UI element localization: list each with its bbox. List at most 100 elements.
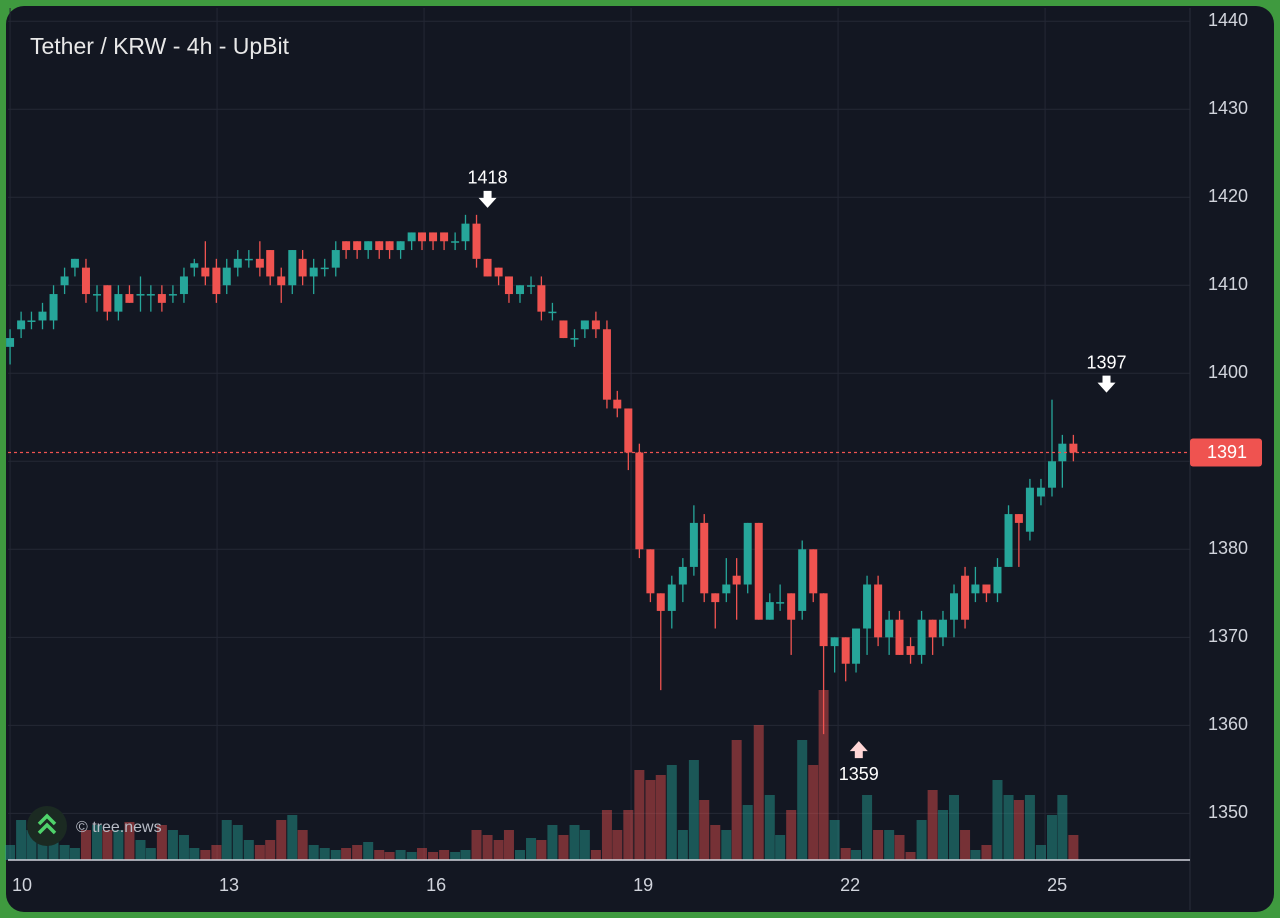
volume-bar — [26, 830, 37, 860]
candle-body — [819, 593, 828, 647]
volume-bar — [569, 825, 580, 860]
volume-bar — [1046, 815, 1057, 860]
candle-body — [396, 241, 405, 251]
volume-bar — [92, 825, 103, 860]
y-tick-label: 1370 — [1208, 626, 1248, 646]
chart-title: Tether / KRW - 4h - UpBit — [30, 33, 290, 59]
volume-bar — [829, 820, 840, 860]
candle-body — [255, 258, 264, 268]
volume-bar — [981, 845, 992, 860]
volume-bar — [254, 845, 265, 860]
volume-bar — [916, 820, 927, 860]
candle-body — [483, 258, 492, 277]
candle-body — [38, 311, 47, 321]
candle-body — [429, 232, 438, 242]
candle-body — [233, 258, 242, 268]
volume-bar — [764, 795, 775, 860]
volume-bar — [1068, 835, 1079, 860]
candle-body — [1058, 443, 1067, 462]
candle-body — [993, 566, 1002, 594]
candle-body — [689, 522, 698, 567]
candle-body — [809, 549, 818, 594]
candle-body — [798, 549, 807, 611]
y-tick-label: 1380 — [1208, 538, 1248, 558]
volume-bar — [970, 850, 981, 860]
candle-body — [27, 320, 36, 322]
x-tick-label: 10 — [12, 875, 32, 895]
candle-body — [928, 619, 937, 638]
volume-bar — [949, 795, 960, 860]
candle-body — [787, 593, 796, 620]
y-tick-label: 1420 — [1208, 186, 1248, 206]
candle-body — [700, 522, 709, 594]
volume-bar — [59, 845, 70, 860]
candle-body — [157, 294, 166, 303]
candle-body — [667, 584, 676, 611]
candle-body — [613, 399, 622, 409]
volume-bar — [460, 850, 471, 860]
y-tick-label: 1400 — [1208, 362, 1248, 382]
volume-bar — [645, 780, 656, 860]
candle-body — [917, 619, 926, 655]
x-tick-label: 19 — [633, 875, 653, 895]
last-price-label: 1391 — [1207, 442, 1247, 462]
volume-bar — [526, 838, 537, 860]
x-tick-label: 16 — [426, 875, 446, 895]
volume-bar — [927, 790, 938, 860]
volume-bar — [514, 850, 525, 860]
candle-body — [548, 311, 557, 314]
candle-body — [342, 241, 351, 251]
volume-bar — [145, 848, 156, 860]
volume-bar — [124, 822, 135, 860]
candle-body — [375, 241, 384, 251]
volume-bar — [1013, 800, 1024, 860]
volume-bar — [742, 805, 753, 860]
candle-body — [527, 285, 536, 287]
volume-bar — [482, 835, 493, 860]
candle-body — [461, 223, 470, 242]
volume-bar — [450, 852, 461, 860]
candle-body — [830, 637, 839, 647]
candle-body — [266, 250, 275, 277]
annotation-label: 1418 — [468, 168, 508, 188]
candle-body — [754, 522, 763, 620]
candle-body — [244, 258, 253, 261]
candle-body — [591, 320, 600, 330]
volume-bar — [189, 848, 200, 860]
annotation-arrow — [478, 190, 497, 208]
candle-body — [309, 267, 318, 277]
candle-body — [841, 637, 850, 664]
candle-body — [885, 619, 894, 638]
volume-bar — [731, 740, 742, 860]
candle-body — [288, 250, 297, 286]
candle-body — [656, 593, 665, 611]
candle-body — [635, 452, 644, 550]
volume-bar — [69, 848, 80, 860]
candle-body — [515, 285, 524, 295]
volume-bar — [775, 835, 786, 860]
volume-bar — [1035, 845, 1046, 860]
volume-bar — [167, 830, 178, 860]
grid — [8, 8, 1190, 860]
volume-bar — [135, 840, 146, 860]
candle-body — [895, 619, 904, 655]
x-tick-label: 22 — [840, 875, 860, 895]
volume-bar — [102, 830, 113, 860]
volume-bar — [16, 820, 27, 860]
volume-bar — [319, 848, 330, 860]
volume-bar — [297, 830, 308, 860]
candle-body — [418, 232, 427, 242]
candle-body — [1004, 514, 1013, 567]
volume-bar — [232, 825, 243, 860]
candle-body — [743, 522, 752, 585]
volume-bar — [384, 852, 395, 860]
volume-bar — [710, 825, 721, 860]
annotation-arrow — [1097, 375, 1116, 393]
volume-bar — [1003, 795, 1014, 860]
volume-bar — [395, 850, 406, 860]
volume-bar — [655, 775, 666, 860]
y-tick-label: 1430 — [1208, 98, 1248, 118]
candle-body — [440, 232, 449, 242]
volume-bar — [634, 770, 645, 860]
candle-body — [624, 408, 633, 453]
